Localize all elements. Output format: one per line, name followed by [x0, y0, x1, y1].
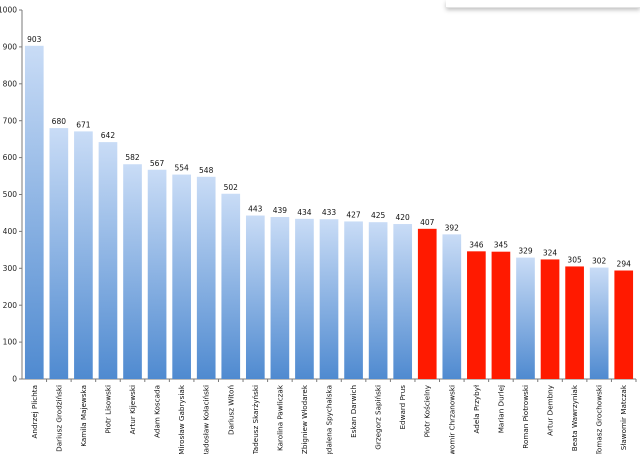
category-label: Tomasz Grochowski	[595, 385, 604, 454]
corner-panel	[446, 0, 640, 8]
bar	[614, 270, 634, 379]
data-label: 567	[150, 159, 165, 168]
category-label: Dariusz Witoń	[226, 385, 235, 435]
y-tick-label: 1000	[0, 6, 17, 15]
data-label: 671	[76, 120, 91, 129]
category-label: Sławomir Matczak	[619, 384, 628, 450]
bar	[467, 251, 486, 379]
y-tick-label: 300	[3, 264, 18, 273]
data-label: 642	[101, 131, 116, 140]
bar	[196, 176, 216, 379]
bar	[172, 174, 191, 379]
category-label: Karolina Pawliczak	[275, 384, 284, 451]
bar	[540, 259, 560, 379]
data-label: 329	[518, 247, 533, 256]
category-label: Tadeusz Skarżyński	[251, 385, 260, 454]
y-tick-label: 400	[3, 227, 18, 236]
category-label: Radosław Kołaciński	[202, 385, 211, 454]
category-label: Kamila Majewska	[79, 385, 88, 447]
category-label: Adela Przybył	[472, 384, 481, 433]
category-label: Adam Koscada	[153, 385, 162, 438]
bar	[221, 193, 241, 379]
data-label: 548	[199, 166, 214, 175]
data-label: 427	[346, 210, 361, 219]
data-label: 439	[273, 206, 288, 215]
bar	[565, 266, 584, 379]
category-label: Piotr Lisowski	[103, 385, 112, 434]
bar	[245, 215, 265, 379]
category-label: Dariusz Grodziński	[54, 385, 63, 452]
category-label: Magdalena Spychalska	[325, 385, 334, 454]
bar	[98, 142, 118, 379]
axes: 0 100 200 300 400 500 600 700 800 900 1000 Andrzej …	[0, 6, 637, 454]
bar	[516, 257, 535, 379]
category-label: Piotr Kościelny	[423, 384, 432, 437]
bars: 903 680 671 642 582 567 554 548 502 443 439 434 433 4…	[24, 35, 634, 379]
data-label: 407	[420, 218, 435, 227]
data-label: 443	[248, 205, 263, 214]
category-label: Artur Dembny	[546, 384, 555, 436]
y-tick-label: 600	[3, 153, 18, 162]
bar	[123, 164, 142, 379]
category-label: Artur Kijewski	[128, 385, 137, 434]
data-label: 554	[174, 164, 189, 173]
bar	[49, 128, 69, 379]
data-label: 294	[617, 260, 632, 269]
bar	[589, 267, 609, 379]
category-label: Edward Prus	[398, 385, 407, 430]
y-tick-label: 500	[3, 190, 18, 199]
category-label: Zbigniew Włodarek	[300, 384, 309, 454]
y-tick-label: 0	[12, 375, 17, 384]
data-label: 502	[224, 183, 239, 192]
y-tick-label: 100	[3, 338, 18, 347]
data-label: 582	[125, 153, 140, 162]
y-tick-label: 200	[3, 301, 18, 310]
category-label: Beata Wawrzyniak	[570, 384, 579, 451]
data-label: 302	[592, 257, 607, 266]
y-tick-label: 700	[3, 116, 18, 125]
data-label: 420	[396, 213, 411, 222]
category-label: Marian Durlej	[496, 385, 505, 433]
data-label: 346	[469, 240, 484, 249]
data-label: 434	[297, 208, 312, 217]
bar	[319, 219, 339, 379]
bar	[74, 131, 93, 379]
bar	[491, 251, 511, 379]
data-label: 425	[371, 211, 386, 220]
category-label: Andrzej Plichta	[30, 385, 39, 439]
bar	[344, 221, 363, 379]
bar	[368, 222, 388, 379]
data-label: 903	[27, 35, 42, 44]
bar	[442, 234, 462, 379]
category-label: Sławomir Chrzanowski	[447, 385, 456, 454]
data-label: 305	[567, 255, 582, 264]
category-label: Eskan Darwich	[349, 385, 358, 438]
category-label: Mirosław Gabrysiak	[177, 384, 186, 454]
category-label: Grzegorz Sapiński	[374, 385, 383, 450]
data-label: 345	[494, 241, 509, 250]
data-label: 324	[543, 248, 558, 257]
bar	[270, 217, 290, 379]
bar	[393, 224, 413, 379]
category-label: Roman Piotrowski	[521, 385, 530, 449]
data-label: 680	[52, 117, 67, 126]
data-label: 433	[322, 208, 337, 217]
bar	[24, 45, 44, 379]
bar	[417, 228, 437, 379]
data-label: 392	[445, 223, 460, 232]
bar	[295, 218, 314, 379]
y-tick-label: 800	[3, 79, 18, 88]
y-tick-label: 900	[3, 43, 18, 52]
bar	[147, 169, 167, 379]
